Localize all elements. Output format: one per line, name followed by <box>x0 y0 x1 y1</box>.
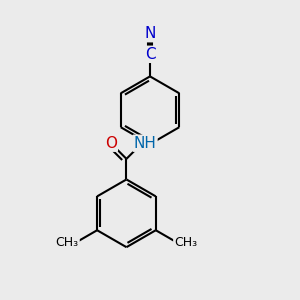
Text: NH: NH <box>134 136 156 151</box>
Text: CH₃: CH₃ <box>174 236 197 249</box>
Text: CH₃: CH₃ <box>56 236 79 249</box>
Text: N: N <box>144 26 156 41</box>
Text: C: C <box>145 47 155 62</box>
Text: O: O <box>105 136 117 151</box>
